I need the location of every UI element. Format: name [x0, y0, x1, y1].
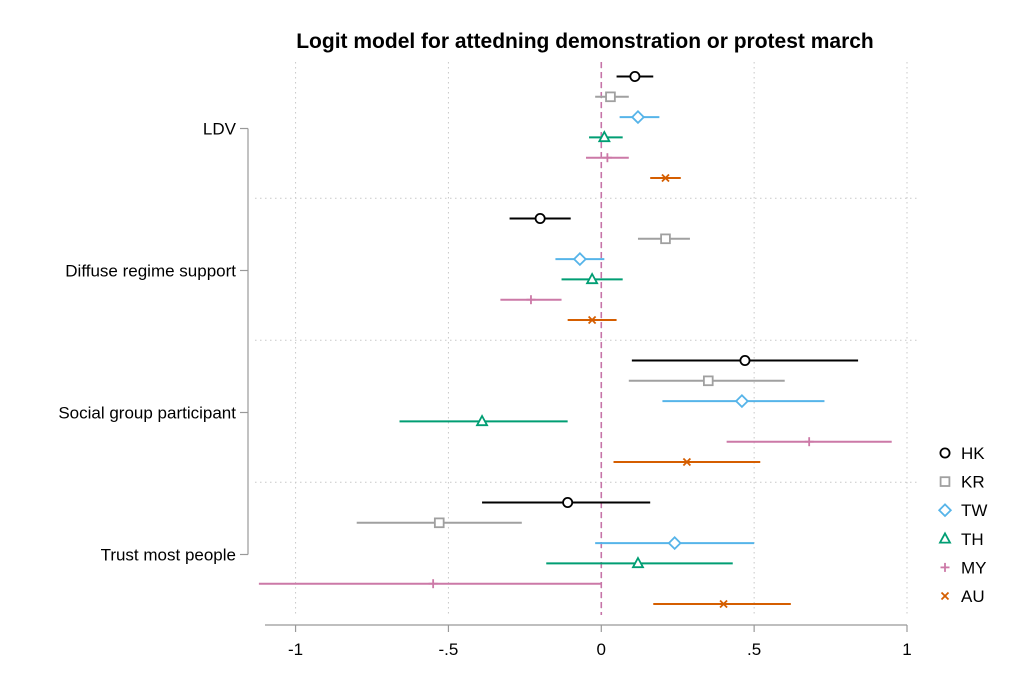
point-kr-social-group-participant [702, 375, 714, 387]
point-my-social-group-participant [804, 437, 814, 447]
legend-item-au: AU [940, 587, 985, 606]
y-label-diffuse-regime-support: Diffuse regime support [65, 262, 236, 281]
point-kr-ldv [605, 91, 616, 103]
point-kr-trust-most-people [433, 517, 445, 529]
x-axis: -1 -.5 0 .5 1 [265, 624, 912, 659]
legend-label-th: TH [961, 530, 984, 549]
point-my-diffuse-regime-support [526, 295, 536, 305]
legend-label-hk: HK [961, 444, 985, 463]
point-th-diffuse-regime-support [585, 272, 599, 285]
series-au [567, 173, 791, 609]
y-axis: LDV Diffuse regime support Social group pa… [58, 120, 249, 565]
point-th-social-group-participant [475, 414, 489, 427]
x-tick-label: -.5 [439, 640, 459, 659]
point-au-ldv [661, 173, 670, 183]
legend-item-tw: TW [937, 501, 987, 520]
x-tick-label: .5 [747, 640, 761, 659]
legend-label-au: AU [961, 587, 985, 606]
legend-marker-kr [939, 476, 951, 487]
point-au-diffuse-regime-support [587, 315, 597, 325]
point-kr-diffuse-regime-support [660, 233, 671, 245]
legend-label-tw: TW [961, 501, 987, 520]
point-tw-diffuse-regime-support [572, 252, 587, 267]
legend-marker-hk [939, 447, 951, 459]
point-tw-ldv [630, 110, 646, 125]
point-my-trust-most-people [428, 579, 438, 589]
legend-label-kr: KR [961, 473, 985, 492]
x-tick-label: 1 [902, 640, 911, 659]
grid [255, 62, 920, 615]
series-th [399, 130, 733, 569]
legend-marker-th [938, 531, 952, 544]
point-hk-ldv [629, 71, 641, 83]
legend-label-my: MY [961, 558, 987, 577]
point-hk-diffuse-regime-support [534, 212, 546, 224]
series-group [258, 71, 892, 609]
legend-item-th: TH [938, 530, 984, 549]
legend-item-my: MY [940, 558, 987, 577]
x-tick-label: -1 [288, 640, 303, 659]
legend-marker-au [940, 591, 950, 601]
point-tw-trust-most-people [667, 536, 682, 551]
legend-marker-my [940, 562, 950, 572]
chart-title: Logit model for attedning demonstration … [296, 30, 874, 53]
series-tw [555, 110, 825, 551]
point-th-ldv [597, 130, 611, 143]
point-au-trust-most-people [719, 599, 728, 609]
point-my-ldv [602, 153, 612, 163]
point-hk-social-group-participant [739, 354, 751, 366]
legend: HK KR TW TH MY AU [937, 444, 987, 606]
series-kr [356, 91, 785, 529]
x-tick-label: 0 [597, 640, 606, 659]
y-label-trust-most-people: Trust most people [101, 546, 236, 565]
legend-item-kr: KR [939, 473, 985, 492]
point-th-trust-most-people [631, 556, 645, 569]
point-hk-trust-most-people [562, 496, 574, 508]
series-hk [482, 71, 859, 508]
point-tw-social-group-participant [734, 394, 749, 409]
series-my [258, 153, 892, 589]
legend-item-hk: HK [939, 444, 985, 463]
legend-marker-tw [937, 503, 953, 518]
point-au-social-group-participant [682, 457, 692, 467]
y-label-social-group-participant: Social group participant [58, 404, 236, 423]
y-label-ldv: LDV [203, 120, 237, 139]
